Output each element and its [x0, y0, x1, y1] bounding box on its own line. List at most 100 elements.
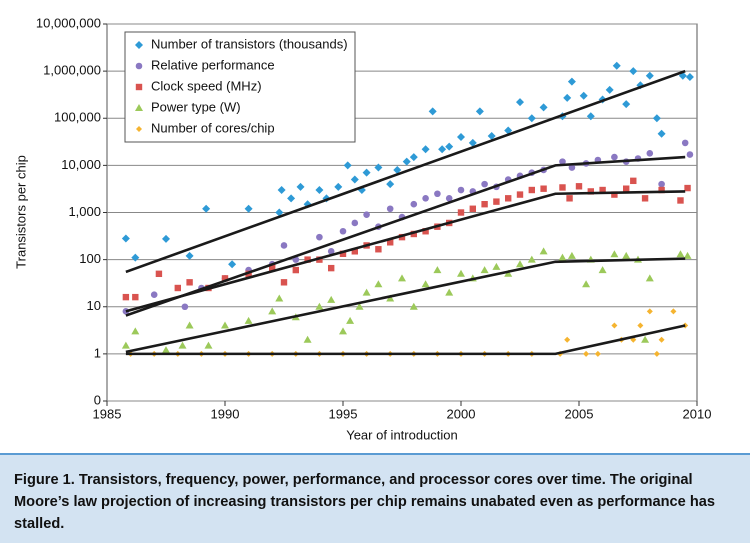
point: [504, 269, 513, 277]
point: [204, 341, 213, 349]
point: [567, 77, 576, 86]
point: [481, 201, 488, 208]
point: [304, 256, 311, 263]
legend-label: Number of transistors (thousands): [151, 36, 348, 51]
y-tick-label: 0: [94, 392, 101, 407]
caption-text: Transistors, frequency, power, performan…: [14, 472, 715, 532]
y-tick-label: 1,000,000: [43, 63, 101, 78]
point: [327, 295, 336, 303]
point: [559, 158, 566, 165]
point: [445, 142, 454, 151]
point: [558, 253, 567, 261]
point: [202, 204, 211, 213]
point: [155, 270, 163, 278]
point: [567, 251, 576, 259]
point: [653, 350, 660, 357]
point: [162, 234, 170, 243]
point: [658, 180, 665, 188]
point: [355, 302, 364, 310]
legend-label: Power type (W): [151, 99, 241, 114]
point: [186, 279, 193, 286]
point: [334, 182, 343, 191]
point: [410, 200, 418, 208]
point: [481, 180, 488, 188]
caption-label: Figure 1.: [14, 472, 75, 488]
point: [641, 195, 649, 202]
point: [150, 291, 158, 299]
point: [122, 293, 130, 301]
point: [677, 197, 684, 204]
point: [421, 280, 430, 288]
point: [362, 288, 371, 296]
point: [566, 195, 573, 202]
point: [611, 322, 618, 329]
point: [622, 100, 631, 109]
y-tick-label: 1: [94, 345, 101, 360]
x-tick-label: 1985: [93, 406, 122, 421]
point: [645, 274, 654, 282]
point: [629, 67, 638, 76]
x-tick-label: 2005: [565, 406, 594, 421]
point: [409, 153, 418, 162]
point: [539, 103, 548, 112]
point: [315, 302, 324, 310]
point: [386, 294, 395, 302]
point: [468, 138, 477, 147]
x-tick-label: 1995: [329, 406, 358, 421]
point: [428, 107, 437, 116]
x-tick-label: 2000: [447, 406, 476, 421]
point: [135, 104, 143, 111]
point: [339, 327, 347, 335]
point: [611, 191, 618, 198]
point: [316, 233, 323, 241]
point: [121, 341, 130, 349]
point: [244, 316, 253, 324]
point: [351, 219, 359, 227]
point: [185, 251, 194, 260]
point: [612, 61, 621, 70]
y-tick-label: 100,000: [54, 110, 101, 125]
point: [599, 186, 606, 194]
point: [594, 350, 601, 357]
legend-label: Clock speed (MHz): [151, 78, 262, 93]
point: [681, 139, 689, 147]
trend-line: [125, 190, 686, 313]
y-tick-label: 10,000: [61, 157, 101, 172]
point: [527, 255, 536, 263]
point: [221, 275, 229, 282]
point: [540, 185, 547, 192]
point: [422, 228, 429, 235]
point: [339, 227, 347, 235]
y-tick-label: 100: [79, 251, 101, 266]
point: [568, 164, 576, 171]
point: [586, 112, 595, 121]
point: [645, 71, 654, 80]
point: [135, 62, 143, 70]
caption: Figure 1. Transistors, frequency, power,…: [0, 453, 750, 543]
point: [579, 91, 588, 100]
point: [386, 205, 394, 213]
point: [132, 293, 139, 301]
point: [587, 188, 594, 195]
point: [409, 302, 418, 310]
point: [131, 327, 140, 335]
legend-box: [124, 31, 356, 143]
point: [434, 190, 441, 198]
point: [221, 321, 229, 329]
trend-line: [125, 324, 686, 356]
point: [162, 346, 170, 354]
point: [539, 247, 548, 255]
point: [516, 260, 524, 268]
point: [493, 198, 500, 205]
point: [339, 250, 347, 257]
point: [346, 316, 355, 324]
point: [292, 266, 299, 274]
point: [646, 308, 653, 315]
point: [457, 209, 465, 216]
point: [287, 194, 296, 203]
point: [559, 184, 566, 191]
point: [374, 280, 383, 288]
point: [350, 175, 359, 184]
point: [136, 126, 142, 132]
